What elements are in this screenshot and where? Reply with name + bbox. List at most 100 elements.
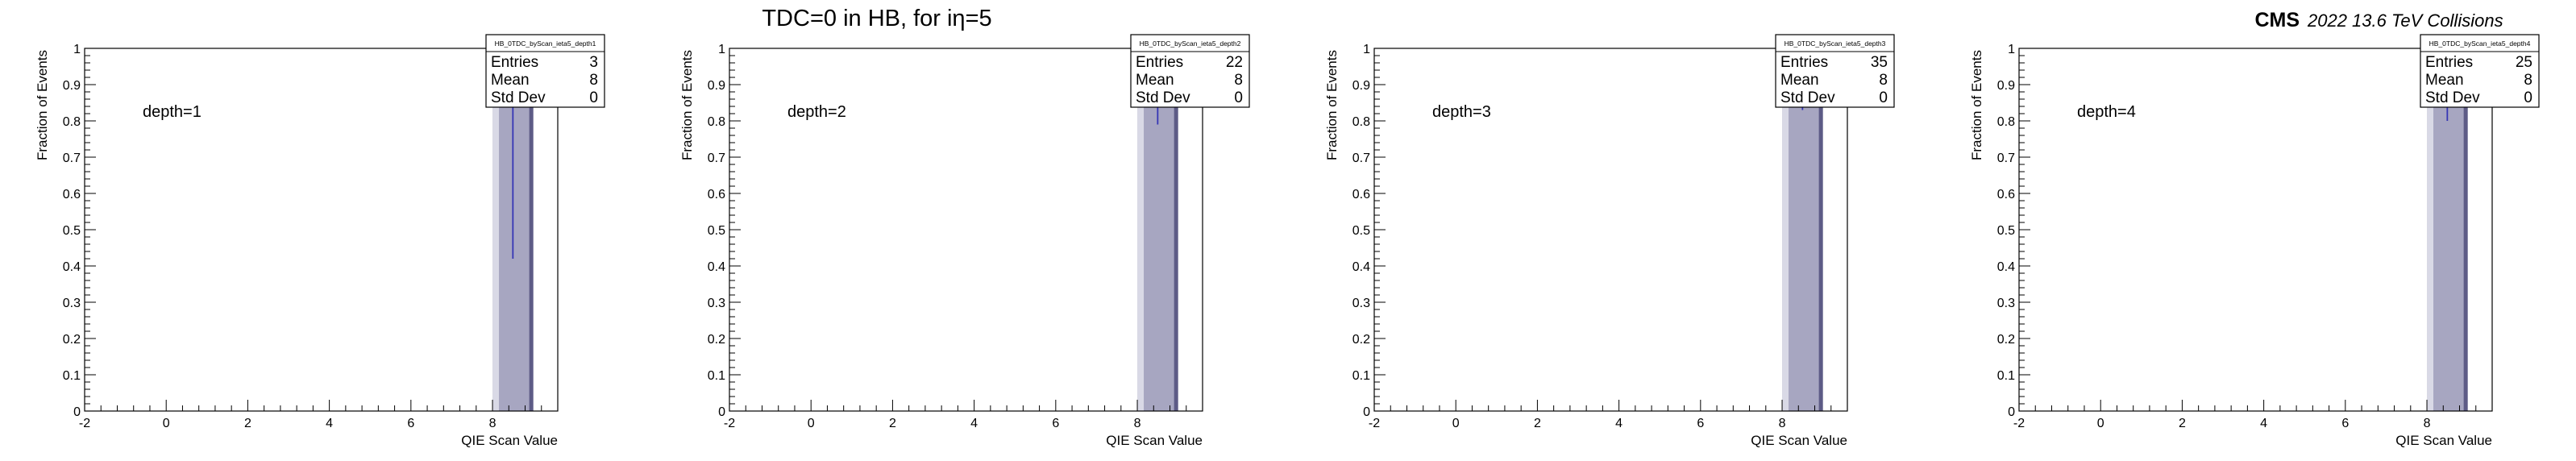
bar-left-highlight — [2427, 48, 2434, 411]
y-tick-label: 0 — [2008, 405, 2015, 419]
bar-left-highlight — [492, 48, 500, 411]
y-tick-label: 0.5 — [708, 224, 725, 238]
y-tick-label: 0.9 — [63, 79, 81, 93]
y-tick-label: 0.7 — [1997, 152, 2015, 165]
stats-entries-label: Entries — [491, 54, 538, 71]
y-tick-label: 0.7 — [1352, 152, 1370, 165]
x-tick-label: 4 — [2260, 417, 2267, 430]
x-tick-label: 2 — [2179, 417, 2186, 430]
y-tick-label: 1 — [2008, 43, 2015, 56]
panel-3: -2 0 2 4 6 800.10.20.30.40.50.60.70.80.91QIE … — [1324, 34, 1895, 448]
stats-box-name: HB_0TDC_byScan_ieta5_depth3 — [1785, 39, 1886, 48]
y-tick-label: 0.6 — [1352, 188, 1370, 201]
panel-2: -2 0 2 4 6 800.10.20.30.40.50.60.70.80.91QIE … — [679, 34, 1250, 448]
x-tick-label: -2 — [2013, 417, 2025, 430]
x-tick-label: 0 — [1452, 417, 1460, 430]
stats-mean-label: Mean — [1780, 72, 1819, 89]
stats-entries-label: Entries — [2425, 54, 2473, 71]
y-axis-title: Fraction of Events — [1324, 50, 1340, 160]
stats-entries-value: 35 — [1871, 54, 1888, 71]
y-tick-label: 0.6 — [63, 188, 81, 201]
x-tick-label: 6 — [407, 417, 414, 430]
y-tick-label: 0.6 — [1997, 188, 2015, 201]
y-tick-label: 0.3 — [708, 297, 725, 310]
y-tick-label: 0.9 — [1997, 79, 2015, 93]
stats-box: HB_0TDC_byScan_ieta5_depth1 Entries 3 Mean 8… — [485, 34, 605, 108]
stats-box-frame — [1775, 34, 1895, 108]
stats-mean-value: 8 — [1879, 72, 1888, 89]
x-tick-label: -2 — [1369, 417, 1380, 430]
stats-box-frame — [2420, 34, 2540, 108]
y-tick-label: 0.2 — [708, 333, 725, 347]
stats-box-name: HB_0TDC_byScan_ieta5_depth2 — [1140, 39, 1241, 48]
y-tick-label: 0.3 — [1997, 297, 2015, 310]
y-tick-label: 0.1 — [1352, 369, 1370, 383]
stats-entries-value: 22 — [1226, 54, 1243, 71]
depth-label: depth=4 — [2077, 103, 2136, 121]
bar-right-edge — [1818, 48, 1823, 411]
y-tick-label: 0.1 — [708, 369, 725, 383]
stats-entries-label: Entries — [1780, 54, 1828, 71]
x-tick-label: 4 — [970, 417, 978, 430]
cms-label-group: CMS 2022 13.6 TeV Collisions — [2254, 9, 2503, 31]
stats-std-dev-label: Std Dev — [1136, 89, 1190, 106]
y-tick-label: 0.4 — [1352, 260, 1370, 274]
stats-mean-value: 8 — [1234, 72, 1243, 89]
y-tick-label: 0.2 — [63, 333, 81, 347]
y-tick-label: 0 — [73, 405, 81, 419]
y-axis-title: Fraction of Events — [679, 50, 695, 160]
y-tick-label: 0.4 — [708, 260, 725, 274]
stats-box-frame — [485, 34, 605, 108]
x-tick-label: 4 — [1615, 417, 1622, 430]
x-tick-label: 2 — [244, 417, 251, 430]
x-axis-title: QIE Scan Value — [2395, 433, 2492, 448]
bar-right-edge — [1174, 48, 1178, 411]
y-tick-label: 1 — [718, 43, 725, 56]
stats-box-name: HB_0TDC_byScan_ieta5_depth1 — [495, 39, 596, 48]
x-tick-label: 0 — [2097, 417, 2104, 430]
collision-info-label: 2022 13.6 TeV Collisions — [2307, 10, 2503, 31]
stats-std-dev-value: 0 — [2524, 89, 2532, 106]
x-axis-title: QIE Scan Value — [1106, 433, 1203, 448]
y-axis-title: Fraction of Events — [35, 50, 50, 160]
y-tick-label: 0.4 — [63, 260, 81, 274]
y-tick-label: 0.9 — [708, 79, 725, 93]
figure-title: TDC=0 in HB, for iη=5 — [762, 6, 991, 31]
stats-std-dev-label: Std Dev — [491, 89, 546, 106]
bar-left-highlight — [1137, 48, 1145, 411]
x-tick-label: 8 — [1779, 417, 1786, 430]
depth-label: depth=2 — [787, 103, 846, 121]
x-tick-label: 4 — [326, 417, 333, 430]
y-tick-label: 0 — [718, 405, 725, 419]
stats-std-dev-label: Std Dev — [1780, 89, 1835, 106]
y-tick-label: 0.5 — [63, 224, 81, 238]
x-tick-label: 8 — [1134, 417, 1141, 430]
x-axis-title: QIE Scan Value — [1751, 433, 1847, 448]
y-tick-label: 0.7 — [708, 152, 725, 165]
x-tick-label: 6 — [1697, 417, 1704, 430]
x-tick-label: 8 — [489, 417, 497, 430]
y-tick-label: 0.8 — [708, 115, 725, 129]
y-tick-label: 1 — [73, 43, 81, 56]
y-tick-label: 1 — [1363, 43, 1370, 56]
depth-label: depth=1 — [143, 103, 202, 121]
y-tick-label: 0.8 — [63, 115, 81, 129]
y-tick-label: 0.7 — [63, 152, 81, 165]
x-axis-title: QIE Scan Value — [461, 433, 558, 448]
stats-std-dev-value: 0 — [1234, 89, 1243, 106]
y-tick-label: 0.1 — [1997, 369, 2015, 383]
stats-entries-value: 25 — [2516, 54, 2532, 71]
x-tick-label: 0 — [808, 417, 815, 430]
stats-std-dev-value: 0 — [589, 89, 598, 106]
y-tick-label: 0.8 — [1352, 115, 1370, 129]
panel-1: -2 0 2 4 6 800.10.20.30.40.50.60.70.80.91QIE … — [35, 34, 605, 448]
x-tick-label: 2 — [1534, 417, 1541, 430]
stats-box-name: HB_0TDC_byScan_ieta5_depth4 — [2429, 39, 2531, 48]
stats-mean-value: 8 — [2524, 72, 2532, 89]
stats-mean-label: Mean — [1136, 72, 1174, 89]
stats-mean-label: Mean — [2425, 72, 2464, 89]
stats-std-dev-label: Std Dev — [2425, 89, 2480, 106]
cms-label: CMS — [2254, 9, 2300, 31]
stats-entries-value: 3 — [589, 54, 598, 71]
